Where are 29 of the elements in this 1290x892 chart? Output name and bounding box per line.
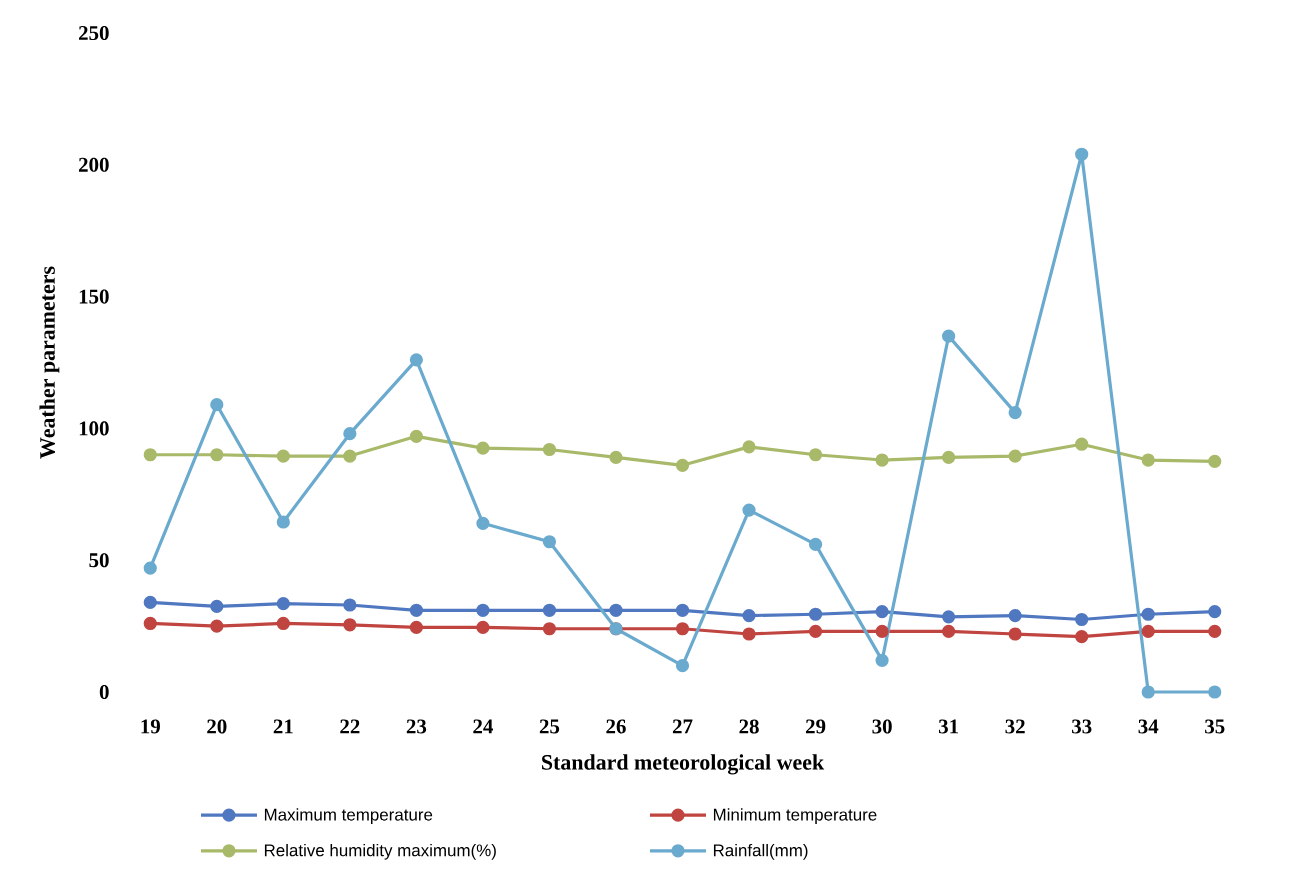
legend-label: Minimum temperature [713,808,877,824]
x-tick-label: 27 [672,719,693,734]
y-tick-label: 0 [99,684,109,700]
y-axis-title: Weather parameters [39,266,60,459]
y-tick-label: 200 [78,157,109,172]
x-tick-label: 23 [406,719,427,734]
x-tick-label: 34 [1138,719,1159,734]
legend-label: Rainfall(mm) [713,843,808,860]
y-tick-label: 50 [89,553,109,568]
x-tick-label: 24 [473,719,493,734]
y-tick-label: 150 [79,289,109,304]
x-tick-label: 30 [872,719,892,734]
y-tick-label: 100 [79,421,109,436]
x-tick-label: 32 [1005,719,1025,734]
x-tick-label: 29 [805,719,826,734]
x-tick-label: 35 [1205,719,1225,734]
legend-label: Relative humidity maximum(%) [264,843,496,860]
x-tick-label: 21 [273,719,293,734]
x-tick-label: 19 [141,719,160,734]
x-tick-label: 25 [539,719,560,734]
x-tick-label: 22 [340,719,360,734]
x-axis-title: Standard meteorological week [542,754,825,775]
y-tick-label: 250 [78,25,109,41]
x-tick-label: 28 [739,719,759,734]
x-tick-label: 26 [606,719,626,734]
x-tick-label: 33 [1072,719,1092,734]
x-tick-label: 20 [207,719,227,734]
legend-label: Maximum temperature [264,808,433,824]
x-tick-label: 31 [938,719,958,734]
